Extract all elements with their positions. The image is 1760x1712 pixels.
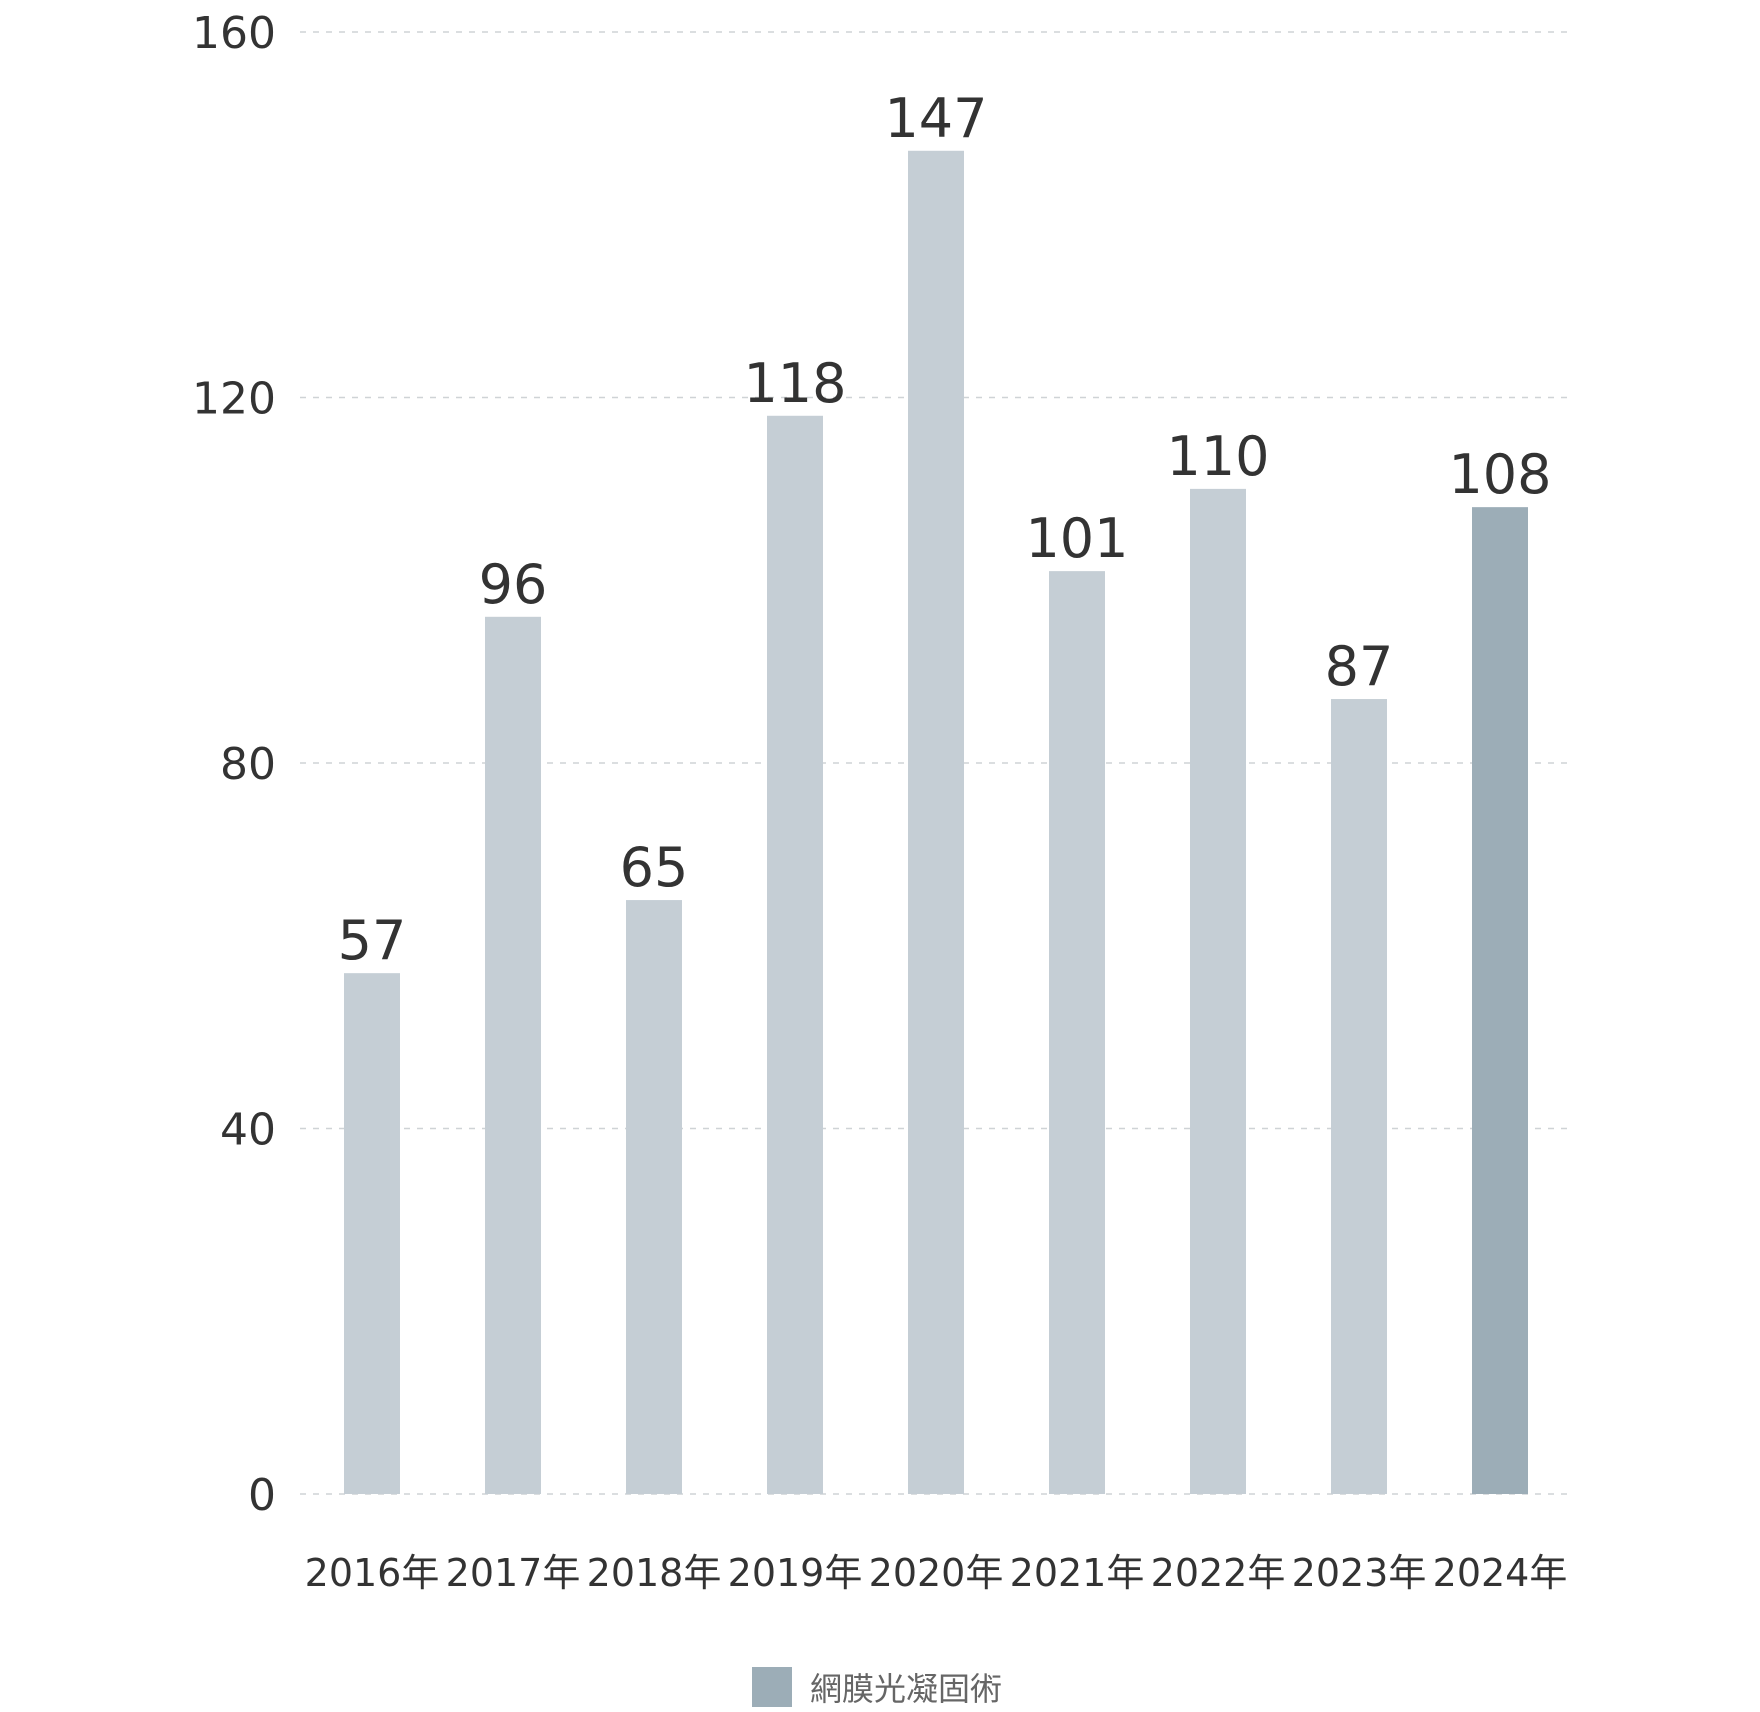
bar bbox=[1049, 571, 1105, 1494]
data-label: 118 bbox=[743, 352, 846, 415]
bar bbox=[1472, 507, 1528, 1494]
x-tick-label: 2023年 bbox=[1292, 1551, 1427, 1595]
bars bbox=[344, 150, 1528, 1495]
data-label: 101 bbox=[1025, 507, 1128, 570]
bar bbox=[485, 616, 541, 1494]
bar bbox=[767, 415, 823, 1494]
y-tick-label: 160 bbox=[192, 8, 276, 59]
x-tick-label: 2019年 bbox=[728, 1551, 863, 1595]
x-tick-label: 2018年 bbox=[587, 1551, 722, 1595]
bar bbox=[626, 900, 682, 1494]
data-label: 110 bbox=[1166, 425, 1269, 488]
x-tick-label: 2016年 bbox=[305, 1551, 440, 1595]
legend-swatch bbox=[752, 1667, 792, 1707]
bar bbox=[1190, 488, 1246, 1494]
y-tick-label: 80 bbox=[220, 739, 276, 790]
legend: 網膜光凝固術 bbox=[752, 1664, 1002, 1710]
bar bbox=[908, 150, 964, 1495]
x-tick-label: 2021年 bbox=[1010, 1551, 1145, 1595]
x-axis-ticks: 2016年 2017年 2018年 2019年 2020年 2021年 2022年 2023年… bbox=[305, 1551, 1568, 1595]
y-axis-ticks: 0 40 80 120 160 bbox=[192, 8, 276, 1521]
data-label: 108 bbox=[1448, 443, 1551, 506]
bar bbox=[344, 973, 400, 1494]
data-label: 87 bbox=[1325, 635, 1394, 698]
x-tick-label: 2024年 bbox=[1433, 1551, 1568, 1595]
data-label: 57 bbox=[338, 909, 407, 972]
y-tick-label: 0 bbox=[248, 1470, 276, 1521]
x-tick-label: 2022年 bbox=[1151, 1551, 1286, 1595]
legend-label: 網膜光凝固術 bbox=[810, 1670, 1003, 1708]
data-label: 65 bbox=[620, 836, 689, 899]
value-labels: 57 96 65 118 147 101 110 87 108 bbox=[338, 87, 1552, 972]
data-label: 147 bbox=[884, 87, 987, 150]
bar bbox=[1331, 699, 1387, 1494]
y-tick-label: 40 bbox=[220, 1105, 276, 1156]
x-tick-label: 2020年 bbox=[869, 1551, 1004, 1595]
y-tick-label: 120 bbox=[192, 374, 276, 425]
x-tick-label: 2017年 bbox=[446, 1551, 581, 1595]
data-label: 96 bbox=[479, 553, 548, 616]
